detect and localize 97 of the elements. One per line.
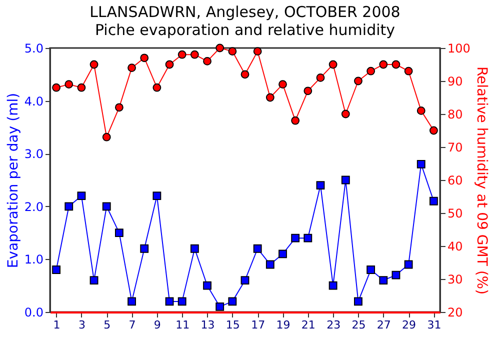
y2-tick-label: 30	[448, 272, 463, 286]
x-tick-label: 29	[402, 318, 416, 332]
point	[328, 60, 338, 69]
y-tick-label: 2.0	[24, 200, 44, 214]
point	[52, 266, 60, 274]
point	[77, 83, 86, 92]
point	[291, 116, 300, 125]
x-tick-label: 17	[251, 318, 266, 332]
x-tick-label: 1	[53, 318, 60, 332]
x-tick-label: 7	[128, 318, 136, 332]
y2-tick-label: 50	[448, 206, 463, 220]
point	[140, 54, 149, 62]
point	[316, 181, 325, 190]
point	[354, 76, 362, 86]
point	[140, 244, 149, 253]
y-tick-label: 1.0	[24, 252, 44, 267]
point	[404, 260, 413, 269]
x-tick-label: 23	[326, 318, 341, 332]
y2-axis-title: Relative humidity at 09 GMT (%)	[473, 66, 490, 295]
point	[165, 60, 174, 69]
y-tick-label: 5.0	[24, 42, 44, 56]
chart-subtitle: Piche evaporation and relative humidity	[94, 21, 396, 39]
point	[128, 64, 136, 72]
point	[278, 250, 287, 258]
point	[240, 70, 250, 79]
point	[128, 297, 136, 306]
point	[392, 270, 400, 280]
point	[291, 234, 300, 242]
point	[404, 66, 413, 76]
point	[102, 202, 111, 211]
point	[90, 276, 98, 285]
x-tick-label: 15	[226, 318, 240, 332]
point	[266, 93, 274, 102]
point	[379, 276, 388, 285]
chart-title: LLANSADWRN, Anglesey, OCTOBER 2008	[90, 3, 400, 21]
point	[266, 260, 274, 269]
x-tick-label: 21	[301, 318, 316, 332]
point	[354, 297, 362, 306]
y-tick-label: 4.0	[24, 94, 44, 108]
point	[64, 202, 74, 211]
y2-tick-label: 60	[448, 174, 463, 188]
point	[366, 66, 376, 76]
point	[77, 192, 86, 200]
point	[203, 57, 212, 66]
y2-tick-label: 20	[448, 306, 463, 320]
y2-tick-label: 40	[448, 240, 463, 254]
point	[190, 244, 199, 253]
point	[216, 302, 224, 311]
y2-tick-label: 90	[448, 74, 463, 88]
x-tick-label: 3	[78, 318, 86, 332]
x-tick-label: 9	[154, 318, 161, 332]
y2-tick-label: 100	[448, 42, 470, 56]
x-tick-label: 31	[427, 318, 442, 332]
point	[328, 281, 338, 290]
point	[165, 297, 174, 306]
y-axis-title: Evaporation per day (ml)	[5, 92, 22, 268]
x-tick-label: 13	[200, 318, 215, 332]
point	[341, 176, 350, 184]
x-tick-label: 25	[352, 318, 366, 332]
point	[203, 281, 212, 290]
y2-tick-label: 80	[448, 108, 463, 122]
point	[304, 86, 312, 96]
x-tick-label: 19	[276, 318, 290, 332]
y2-tick-label: 70	[448, 140, 463, 154]
y-tick-label: 0.0	[24, 306, 44, 320]
point	[114, 228, 124, 238]
point	[52, 83, 60, 92]
point	[316, 74, 325, 82]
point	[253, 244, 262, 253]
point	[114, 103, 124, 112]
point	[178, 50, 186, 59]
point	[379, 60, 388, 69]
point	[216, 44, 224, 52]
point	[430, 126, 438, 135]
x-tick-label: 11	[176, 318, 190, 332]
point	[341, 110, 350, 118]
point	[152, 192, 162, 200]
point	[278, 80, 287, 88]
x-tick-label: 5	[104, 318, 111, 332]
point	[90, 60, 98, 69]
point	[430, 196, 438, 206]
point	[304, 234, 312, 242]
point	[416, 106, 426, 115]
point	[190, 50, 199, 59]
point	[102, 132, 111, 142]
point	[228, 47, 237, 56]
y-tick-label: 3.0	[24, 147, 44, 162]
point	[416, 160, 426, 168]
point	[64, 80, 74, 88]
x-tick-label: 27	[376, 318, 391, 332]
point	[392, 60, 400, 69]
point	[366, 266, 376, 274]
point	[228, 297, 237, 306]
point	[178, 297, 186, 306]
point	[253, 47, 262, 56]
point	[152, 83, 162, 92]
point	[240, 276, 250, 285]
